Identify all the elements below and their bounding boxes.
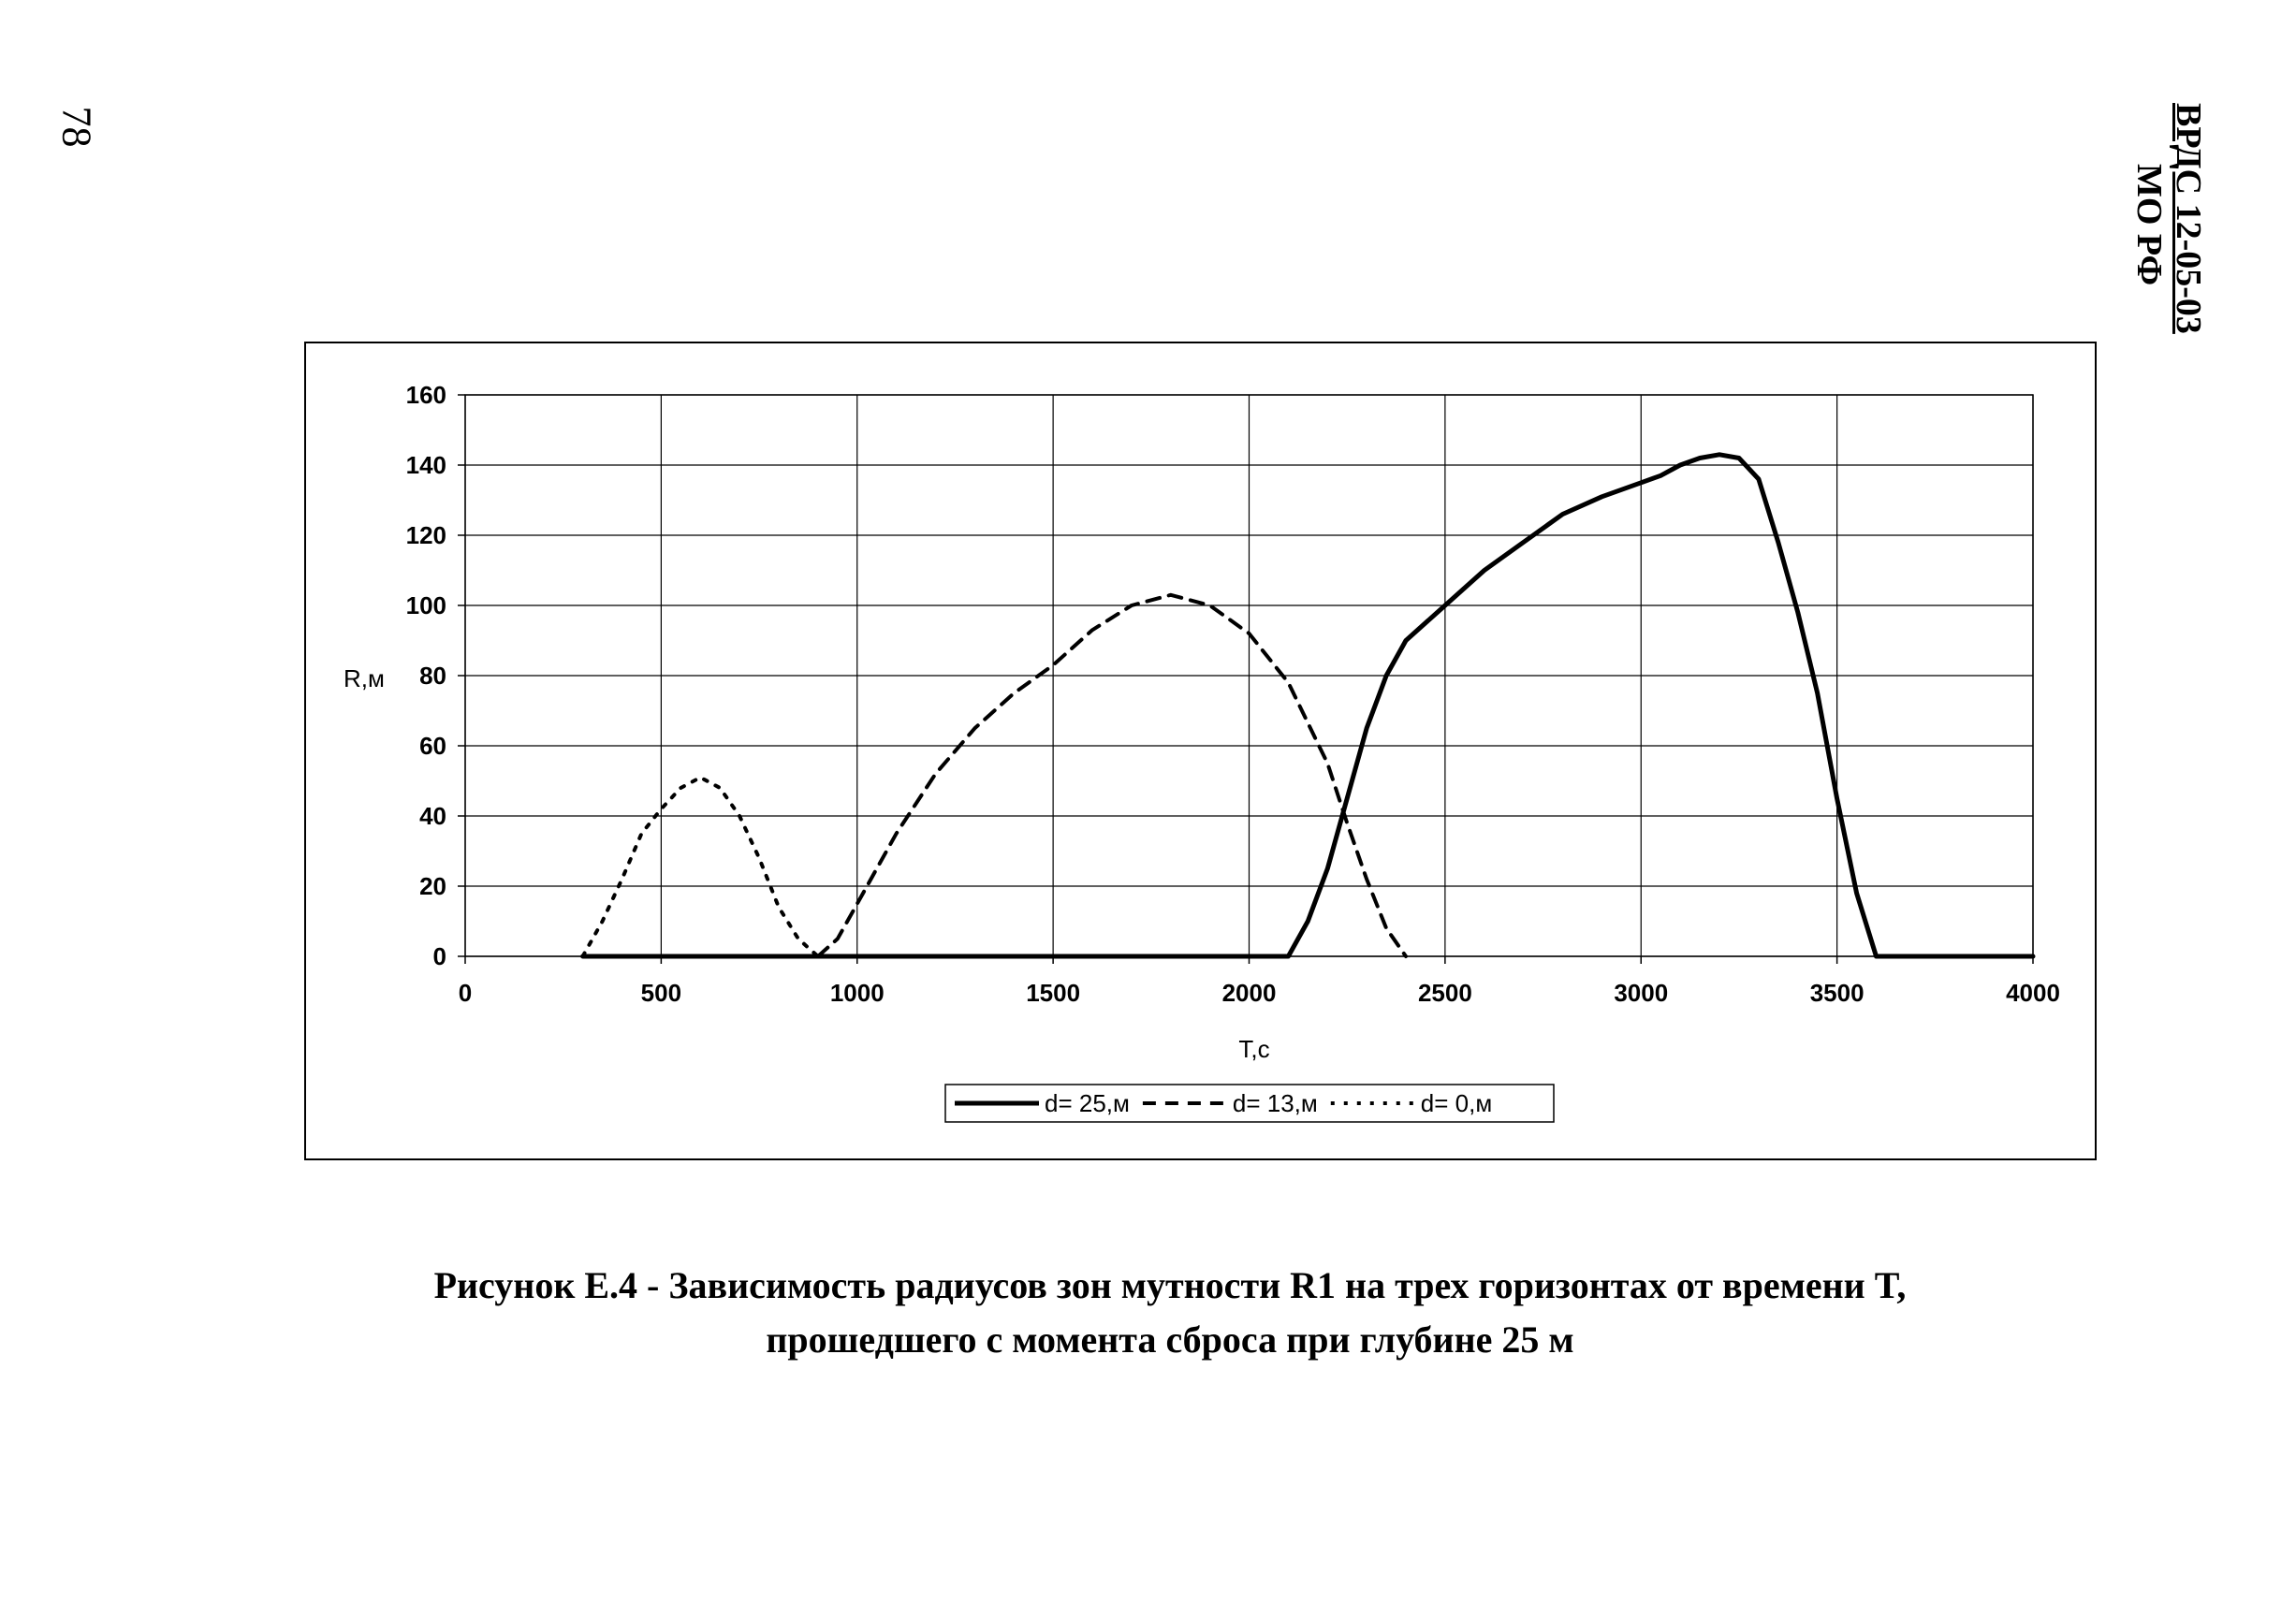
chart: 0 500 1000 1500 2000 2500 3000 3500 4000 0 20 40 60 8… [344,381,2060,1123]
document-organization: МО РФ [2129,164,2169,286]
x-axis-label: Т,с [1238,1035,1269,1063]
x-tick-label: 500 [641,979,681,1007]
y-tick-label: 0 [433,942,446,970]
chart-labels: R,м Т,с [344,664,1270,1063]
y-tick-label: 160 [406,381,446,409]
legend-label-3: d= 0,м [1421,1089,1492,1117]
y-tick-label: 100 [406,591,446,619]
series-line-2 [815,592,1408,958]
series-line-1 [580,452,2036,959]
legend-label-2: d= 13,м [1233,1089,1318,1117]
x-tick-label: 3000 [1614,979,1668,1007]
document-code: ВРДС 12-05-03 [2169,103,2208,334]
y-tick-label: 40 [419,802,446,830]
chart-frame: 0 500 1000 1500 2000 2500 3000 3500 4000 0 20 40 60 8… [304,342,2097,1160]
legend-label-1: d= 25,м [1045,1089,1130,1117]
y-tick-label: 60 [419,732,446,760]
chart-legend: d= 25,м d= 13,м d= 0,м [944,1084,1555,1123]
series-line-3 [580,775,820,958]
figure-caption: Рисунок Е.4 - Зависимость радиусов зон м… [281,1259,2059,1367]
x-tick-label: 2000 [1222,979,1277,1007]
x-tick-label: 4000 [2006,979,2060,1007]
x-tick-label: 1000 [830,979,885,1007]
legend-box [944,1084,1555,1123]
chart-axes: 0 500 1000 1500 2000 2500 3000 3500 4000 0 20 40 60 8… [406,381,2060,1007]
chart-grid [464,394,2034,957]
y-tick-label: 20 [419,872,446,900]
page-number: 78 [53,106,100,148]
y-tick-label: 120 [406,521,446,549]
y-tick-label: 140 [406,451,446,479]
x-tick-label: 2500 [1418,979,1472,1007]
caption-line-2: прошедшего с момента сброса при глубине … [766,1318,1574,1361]
x-tick-label: 0 [459,979,472,1007]
chart-series [580,452,2036,959]
y-tick-label: 80 [419,662,446,690]
y-axis-label: R,м [344,664,385,692]
x-tick-label: 1500 [1026,979,1080,1007]
caption-line-1: Рисунок Е.4 - Зависимость радиусов зон м… [433,1264,1907,1306]
x-tick-label: 3500 [1810,979,1865,1007]
